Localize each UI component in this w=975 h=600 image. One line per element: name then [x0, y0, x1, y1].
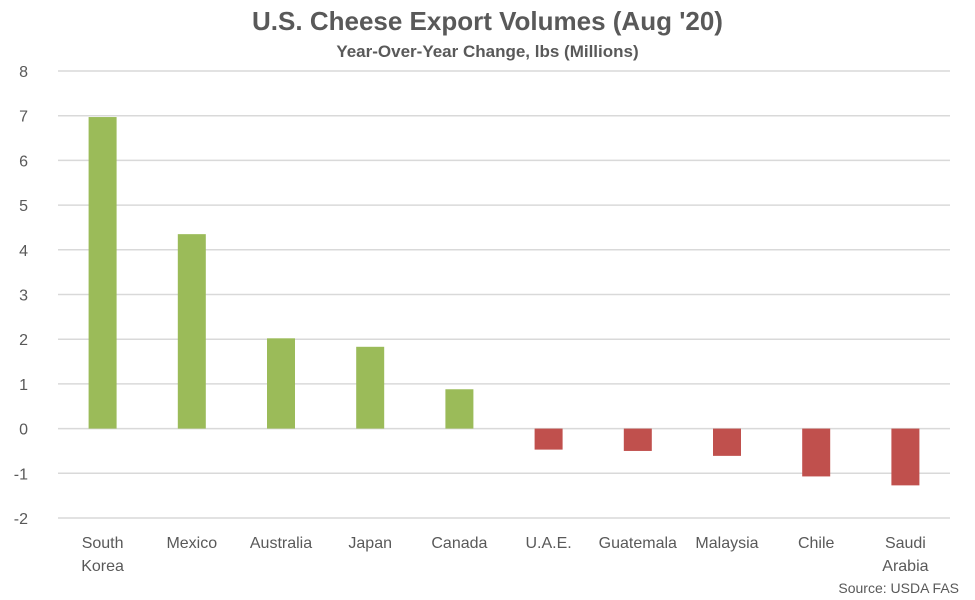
x-tick-label: Chile [798, 535, 835, 552]
x-tick-label: U.A.E. [525, 535, 571, 552]
x-tick-label: Arabia [882, 558, 928, 575]
bar [802, 428, 831, 477]
x-tick-label: South [82, 535, 124, 552]
y-tick-label: 4 [19, 243, 28, 260]
bar [891, 428, 920, 486]
y-tick-label: 2 [19, 332, 28, 349]
bar [356, 346, 385, 429]
y-axis-tick-labels: -2 -1 0 1 2 3 4 5 6 7 8 [14, 64, 28, 528]
x-tick-label: Australia [250, 535, 312, 552]
bar [534, 428, 563, 450]
y-tick-label: 0 [19, 422, 28, 439]
bar [713, 428, 741, 456]
x-tick-label: Mexico [166, 535, 217, 552]
bar [267, 338, 295, 429]
bars [88, 117, 920, 486]
y-tick-label: 3 [19, 288, 28, 305]
x-tick-label: Guatemala [599, 535, 677, 552]
y-tick-label: -2 [14, 511, 28, 528]
x-tick-label: Japan [348, 535, 392, 552]
grid-lines [58, 70, 950, 519]
chart-subtitle: Year-Over-Year Change, lbs (Millions) [336, 42, 639, 61]
y-tick-label: 1 [19, 377, 28, 394]
chart-title: U.S. Cheese Export Volumes (Aug '20) [252, 6, 723, 36]
x-axis-tick-labels: South Korea Mexico Australia Japan Canada U.A.… [81, 535, 928, 575]
x-tick-label: Saudi [885, 535, 926, 552]
bar [623, 428, 652, 451]
y-tick-label: 8 [19, 64, 28, 81]
source-note: Source: USDA FAS [838, 580, 959, 596]
x-tick-label: Canada [431, 535, 487, 552]
y-tick-label: -1 [14, 466, 28, 483]
x-tick-label: Korea [81, 558, 124, 575]
bar [88, 117, 117, 429]
y-tick-label: 7 [19, 109, 28, 126]
y-tick-label: 6 [19, 153, 28, 170]
bar [177, 234, 206, 429]
y-tick-label: 5 [19, 198, 28, 215]
bar [445, 389, 474, 429]
x-tick-label: Malaysia [695, 535, 758, 552]
